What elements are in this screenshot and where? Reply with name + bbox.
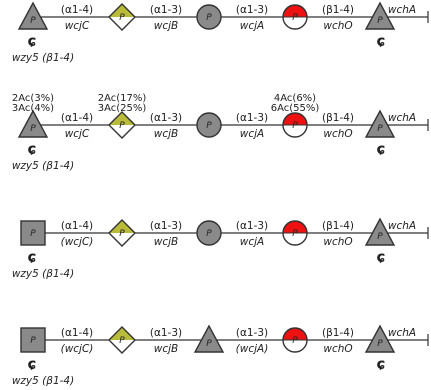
- sugar-letter: P: [206, 121, 212, 131]
- acetylation-label: 4Ac(6%): [274, 93, 316, 104]
- sugar-triangle-5: [364, 217, 396, 246]
- sugar-diamond-2: [108, 111, 136, 139]
- sugar-letter: P: [30, 124, 36, 134]
- linkage-label: (α1-3): [150, 220, 182, 232]
- sugar-letter: P: [119, 336, 125, 346]
- gene-label: (wcjA): [236, 343, 269, 355]
- linkage-label: (β1-4): [322, 220, 354, 232]
- sugar-letter: P: [377, 16, 383, 26]
- sugar-triangle-1: [17, 1, 49, 30]
- linkage-label: (α1-3): [236, 4, 268, 16]
- sugar-diamond-2: [108, 3, 136, 31]
- linkage-label: (α1-3): [150, 4, 182, 16]
- linkage-label: (α1-4): [61, 220, 93, 232]
- polymerase-label: wzy5 (β1-4): [12, 52, 74, 64]
- gene-label: wchO: [323, 343, 352, 355]
- structure-row-1: P P P P P (α1-4) (α1-3) (α1-3) (β1-4) wcjC wcjB wcj…: [12, 1, 429, 64]
- sugar-letter: P: [119, 229, 125, 239]
- sugar-circle-3: [196, 112, 222, 138]
- polymer-hook-icon-right: ɕ: [377, 32, 386, 50]
- sugar-letter: P: [377, 232, 383, 242]
- sugar-letter: P: [119, 13, 125, 23]
- linkage-label: (α1-3): [150, 112, 182, 124]
- sugar-letter: P: [206, 13, 212, 23]
- sugar-square-1: [20, 327, 46, 353]
- linkage-label: (α1-4): [61, 4, 93, 16]
- linkage-label: (β1-4): [322, 4, 354, 16]
- sugar-letter: P: [206, 229, 212, 239]
- gene-label: wchA: [388, 112, 416, 124]
- gene-label: wcjA: [240, 20, 264, 32]
- polymerase-label: wzy5 (β1-4): [12, 268, 74, 280]
- linkage-label: (α1-4): [61, 327, 93, 339]
- sugar-letter: P: [292, 121, 298, 131]
- sugar-letter: P: [206, 339, 212, 349]
- polymer-hook-icon-right: ɕ: [377, 355, 386, 373]
- gene-label: wcjB: [154, 343, 178, 355]
- polymer-hook-icon-right: ɕ: [377, 140, 386, 158]
- polymer-hook-icon-left: ɕ: [28, 140, 37, 158]
- sugar-half-circle-4: [282, 112, 308, 138]
- gene-label: wchO: [323, 128, 352, 140]
- sugar-half-circle-4: [282, 327, 308, 353]
- sugar-letter: P: [30, 336, 36, 346]
- linkage-label: (α1-3): [236, 327, 268, 339]
- gene-label: wchA: [388, 327, 416, 339]
- sugar-triangle-5: [364, 324, 396, 353]
- polymerase-label: wzy5 (β1-4): [12, 375, 74, 387]
- gene-label: wcjC: [65, 20, 90, 32]
- structure-row-3: P P P P P (α1-4) (α1-3) (α1-3) (β1-4) (wcjC) wcjB w…: [12, 217, 429, 280]
- sugar-diamond-2: [108, 326, 136, 354]
- linkage-label: (α1-4): [61, 112, 93, 124]
- acetylation-label: 2Ac(17%): [98, 93, 147, 104]
- acetylation-label: 6Ac(55%): [271, 103, 320, 114]
- linkage-label: (β1-4): [322, 112, 354, 124]
- sugar-letter: P: [292, 336, 298, 346]
- linkage-label: (β1-4): [322, 327, 354, 339]
- sugar-triangle-3: [193, 324, 225, 353]
- gene-label: wcjB: [154, 236, 178, 248]
- sugar-letter: P: [292, 13, 298, 23]
- sugar-letter: P: [292, 229, 298, 239]
- sugar-circle-3: [196, 220, 222, 246]
- sugar-triangle-1: [17, 109, 49, 138]
- polymerase-label: wzy5 (β1-4): [12, 160, 74, 172]
- sugar-letter: P: [119, 121, 125, 131]
- gene-label: wcjA: [240, 236, 264, 248]
- polymer-hook-icon-left: ɕ: [28, 32, 37, 50]
- gene-label: wcjB: [154, 128, 178, 140]
- sugar-square-1: [20, 220, 46, 246]
- sugar-letter: P: [377, 339, 383, 349]
- polymer-hook-icon-right: ɕ: [377, 248, 386, 266]
- gene-label: (wcjC): [61, 236, 94, 248]
- sugar-circle-3: [196, 4, 222, 30]
- structure-row-2: P P P P P (α1-4) (α1-3) (α1-3) (β1-4) wcjC wcjB wcj…: [12, 93, 429, 172]
- acetylation-label: 3Ac(25%): [98, 103, 147, 114]
- sugar-letter: P: [377, 124, 383, 134]
- polymer-hook-icon-left: ɕ: [28, 248, 37, 266]
- acetylation-label: 2Ac(3%): [12, 93, 54, 104]
- sugar-diamond-2: [108, 219, 136, 247]
- linkage-label: (α1-3): [150, 327, 182, 339]
- gene-label: wchO: [323, 20, 352, 32]
- sugar-half-circle-4: [282, 220, 308, 246]
- sugar-half-circle-4: [282, 4, 308, 30]
- gene-label: wchA: [388, 220, 416, 232]
- sugar-letter: P: [30, 229, 36, 239]
- sugar-letter: P: [30, 16, 36, 26]
- gene-label: wcjB: [154, 20, 178, 32]
- sugar-triangle-5: [364, 109, 396, 138]
- sugar-triangle-5: [364, 1, 396, 30]
- gene-label: wcjA: [240, 128, 264, 140]
- acetylation-label: 3Ac(4%): [12, 103, 54, 114]
- gene-label: wcjC: [65, 128, 90, 140]
- polymer-hook-icon-left: ɕ: [28, 355, 37, 373]
- structure-row-4: P P P P P (α1-4) (α1-3) (α1-3) (β1-4) (wcjC) wcjB (…: [12, 324, 429, 387]
- gene-label: (wcjC): [61, 343, 94, 355]
- gene-label: wchA: [388, 4, 416, 16]
- linkage-label: (α1-3): [236, 112, 268, 124]
- linkage-label: (α1-3): [236, 220, 268, 232]
- gene-label: wchO: [323, 236, 352, 248]
